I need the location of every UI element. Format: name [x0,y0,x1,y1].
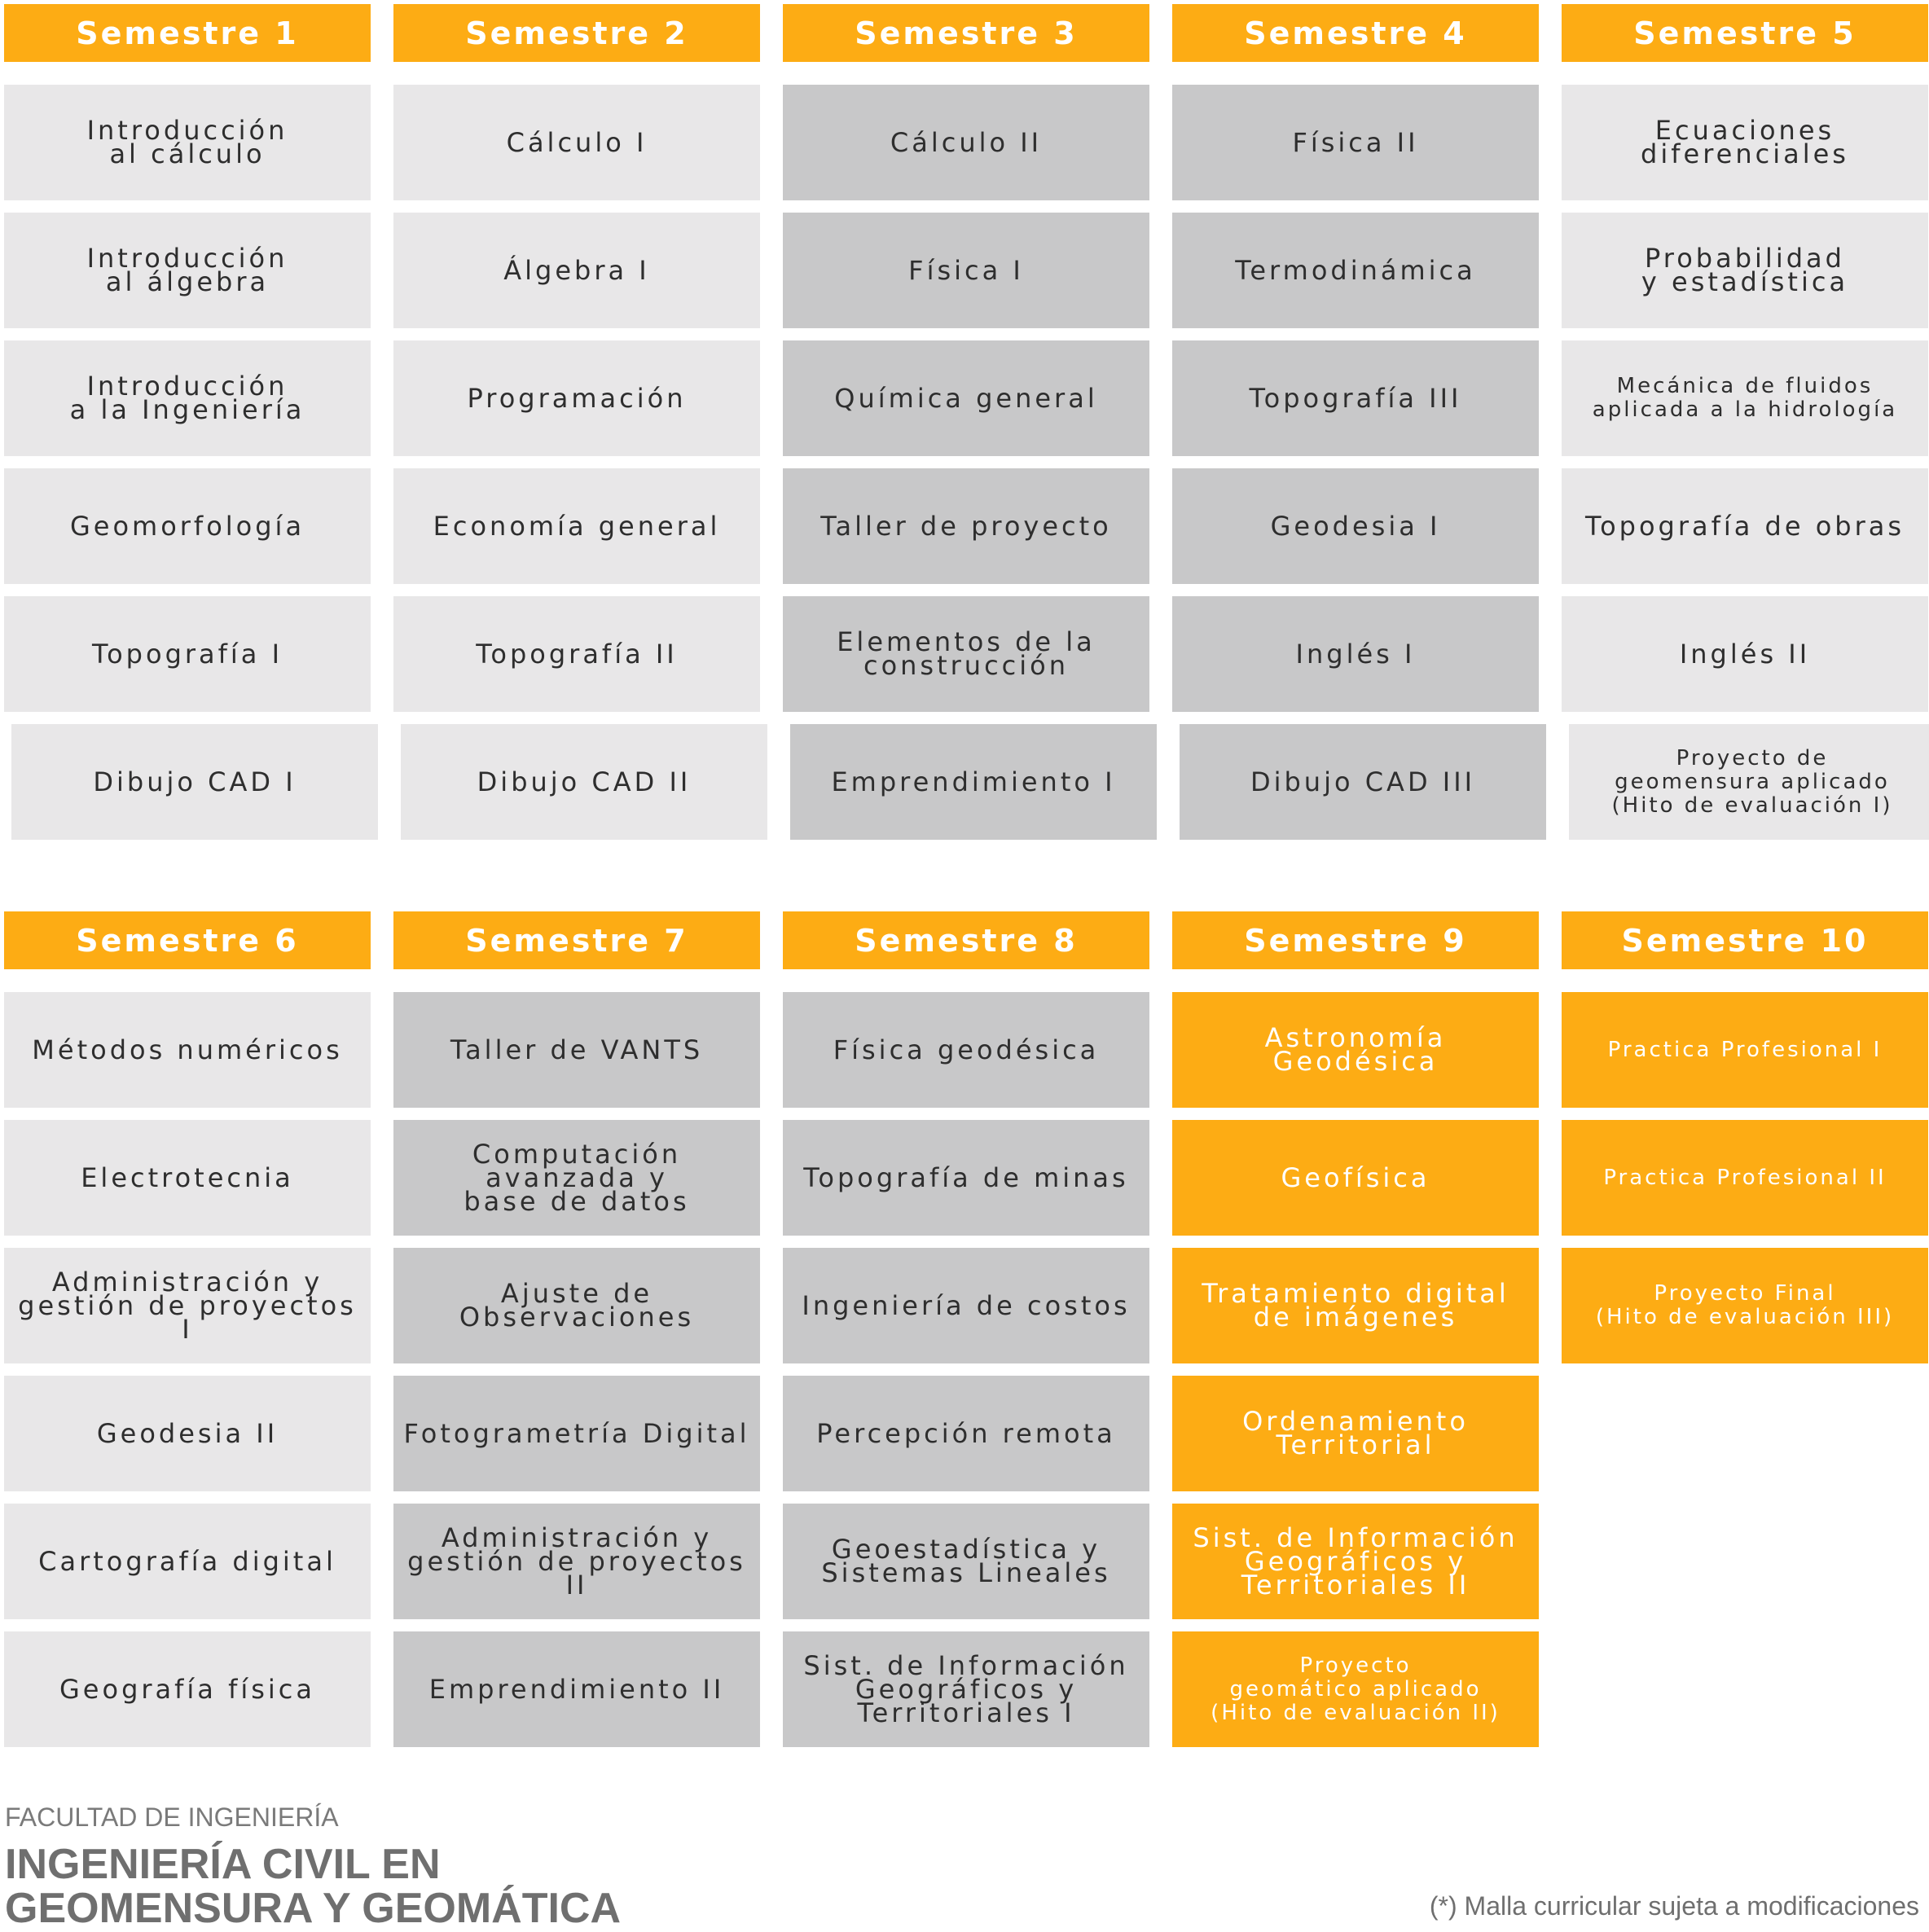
course-cell: Ajuste de Observaciones [393,1248,760,1363]
semester-header: Semestre 9 [1172,911,1539,969]
course-cell: Química general [783,340,1149,456]
semester-column: Semestre 5 Ecuaciones diferenciales Probab… [1562,4,1929,852]
program-title: INGENIERÍA CIVIL EN GEOMENSURA Y GEOMÁTI… [5,1841,622,1932]
course-cell: Cartografía digital [4,1504,371,1619]
course-cell: Administración y gestión de proyectos I [4,1248,371,1363]
course-cell: Proyecto geomático aplicado (Hito de eva… [1172,1631,1539,1747]
course-cell: Física I [783,213,1149,328]
course-cell: Dibujo CAD III [1180,724,1546,840]
course-cell: Termodinámica [1172,213,1539,328]
course-cell: Introducción a la Ingeniería [4,340,371,456]
course-cell: Ingeniería de costos [783,1248,1149,1363]
course-cell: Proyecto de geomensura aplicado (Hito de… [1569,724,1929,840]
course-cell: Astronomía Geodésica [1172,992,1539,1108]
course-cell: Mecánica de fluidos aplicada a la hidrol… [1562,340,1928,456]
course-cell: Introducción al cálculo [4,85,371,200]
course-cell: Economía general [393,468,760,584]
course-cell: Álgebra I [393,213,760,328]
course-cell: Topografía II [393,596,760,712]
course-cell: Topografía I [4,596,371,712]
course-cell: Geografía física [4,1631,371,1747]
course-cell: Física II [1172,85,1539,200]
semester-column: Semestre 8 Física geodésica Topografía de … [783,911,1149,1759]
course-cell: Practica Profesional I [1562,992,1928,1108]
course-cell: Electrotecnia [4,1120,371,1236]
course-cell: Introducción al álgebra [4,213,371,328]
course-cell: Geoestadística y Sistemas Lineales [783,1504,1149,1619]
faculty-label: FACULTAD DE INGENIERÍA [5,1802,339,1832]
course-cell: Tratamiento digital de imágenes [1172,1248,1539,1363]
course-cell: Administración y gestión de proyectos II [393,1504,760,1619]
course-cell: Proyecto Final (Hito de evaluación III) [1562,1248,1928,1363]
semester-header: Semestre 3 [783,4,1149,62]
semester-column: Semestre 7 Taller de VANTS Computación ava… [393,911,760,1759]
course-cell: Física geodésica [783,992,1149,1108]
course-cell: Topografía de minas [783,1120,1149,1236]
course-cell: Inglés I [1172,596,1539,712]
semester-column: Semestre 3 Cálculo II Física I Química gene… [783,4,1157,852]
semesters-1-to-5: Semestre 1 Introducción al cálculo Introdu… [4,4,1929,852]
course-cell: Programación [393,340,760,456]
course-cell: Ordenamiento Territorial [1172,1376,1539,1491]
course-cell: Emprendimiento II [393,1631,760,1747]
course-cell: Probabilidad y estadística [1562,213,1928,328]
semester-header: Semestre 1 [4,4,371,62]
course-cell: Geofísica [1172,1120,1539,1236]
course-cell: Geomorfología [4,468,371,584]
course-cell: Emprendimiento I [790,724,1157,840]
course-cell: Cálculo I [393,85,760,200]
semesters-6-to-10: Semestre 6 Métodos numéricos Electrotecnia… [4,911,1928,1759]
course-cell: Computación avanzada y base de datos [393,1120,760,1236]
course-cell: Ecuaciones diferenciales [1562,85,1928,200]
semester-header: Semestre 6 [4,911,371,969]
course-cell: Dibujo CAD II [401,724,767,840]
course-cell: Practica Profesional II [1562,1120,1928,1236]
course-cell: Topografía III [1172,340,1539,456]
disclaimer-note: (*) Malla curricular sujeta a modificaci… [1429,1891,1919,1921]
semester-column: Semestre 2 Cálculo I Álgebra I Programación… [393,4,767,852]
semester-column: Semestre 1 Introducción al cálculo Introdu… [4,4,378,852]
course-cell: Taller de proyecto [783,468,1149,584]
course-cell: Sist. de Información Geográficos y Terri… [783,1631,1149,1747]
course-cell: Cálculo II [783,85,1149,200]
semester-header: Semestre 10 [1562,911,1928,969]
course-cell: Dibujo CAD I [11,724,378,840]
course-cell: Inglés II [1562,596,1928,712]
course-cell: Topografía de obras [1562,468,1928,584]
semester-column: Semestre 4 Física II Termodinámica Topograf… [1172,4,1546,852]
course-cell: Taller de VANTS [393,992,760,1108]
course-cell: Elementos de la construcción [783,596,1149,712]
semester-column: Semestre 6 Métodos numéricos Electrotecnia… [4,911,371,1759]
semester-header: Semestre 7 [393,911,760,969]
course-cell: Métodos numéricos [4,992,371,1108]
course-cell: Percepción remota [783,1376,1149,1491]
semester-header: Semestre 4 [1172,4,1539,62]
course-cell: Geodesia I [1172,468,1539,584]
course-cell: Geodesia II [4,1376,371,1491]
semester-header: Semestre 5 [1562,4,1928,62]
semester-column: Semestre 9 Astronomía Geodésica Geofísica T… [1172,911,1539,1759]
semester-header: Semestre 8 [783,911,1149,969]
semester-header: Semestre 2 [393,4,760,62]
course-cell: Fotogrametría Digital [393,1376,760,1491]
semester-column: Semestre 10 Practica Profesional I Practic… [1562,911,1928,1759]
course-cell: Sist. de Información Geográficos y Terri… [1172,1504,1539,1619]
